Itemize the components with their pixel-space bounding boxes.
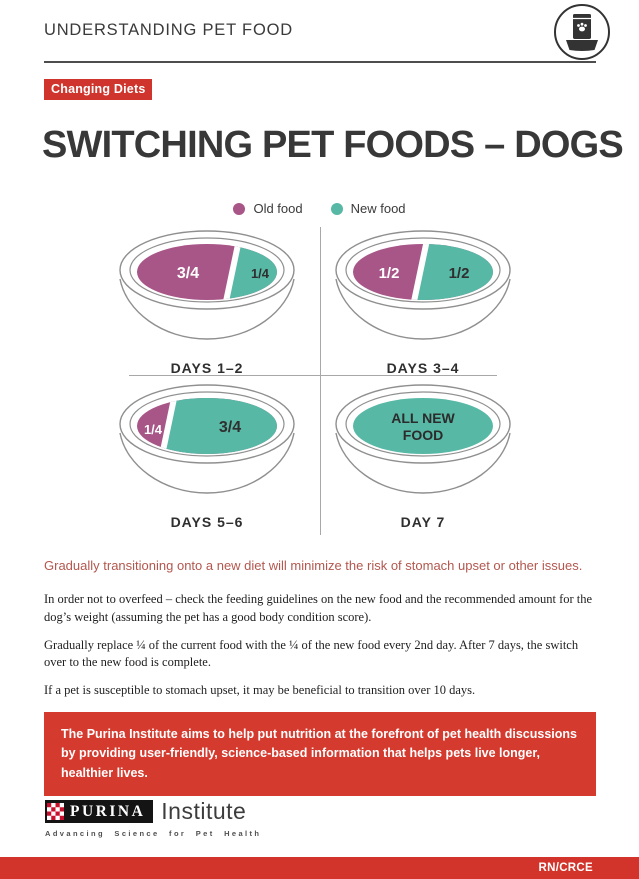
footer-bar: RN/CRCE: [0, 857, 639, 879]
bowl-caption: DAY 7: [400, 514, 446, 530]
logo-tagline: Advancing Science for Pet Health: [45, 829, 262, 838]
highlight-sentence: Gradually transitioning onto a new diet …: [44, 558, 583, 573]
bowl-day-7: ALL NEW FOOD DAY 7: [328, 381, 518, 530]
bowl-illustration: ALL NEW FOOD: [335, 384, 511, 494]
bowl-caption: DAYS 3–4: [386, 360, 460, 376]
old-food-swatch: [233, 202, 246, 215]
bowl-days-3-4: 1/2 1/2 DAYS 3–4: [328, 227, 518, 376]
document-header-title: UNDERSTANDING PET FOOD: [44, 21, 293, 39]
portion-label-old: 3/4: [177, 265, 199, 282]
purina-checkerboard-icon: [47, 803, 64, 820]
portion-label-new: 3/4: [219, 419, 241, 436]
portion-label-old: 1/2: [379, 265, 400, 282]
pet-food-bag-and-bowl-icon: [552, 2, 612, 62]
bowl-days-5-6: 1/4 3/4 DAYS 5–6: [112, 381, 302, 530]
paragraph-overfeed: In order not to overfeed – check the fee…: [44, 592, 593, 624]
bowl-caption: DAYS 1–2: [170, 360, 244, 376]
purina-institute-callout: The Purina Institute aims to help put nu…: [44, 712, 596, 797]
purina-brand-text: PURINA: [70, 802, 146, 820]
portion-label-new-line2: FOOD: [403, 427, 443, 443]
bowl-caption: DAYS 5–6: [170, 514, 244, 530]
bowl-diagram-grid: 3/4 1/4 DAYS 1–2 1/2 1/2 DAYS 3–4: [0, 225, 639, 537]
institute-text: Institute: [161, 798, 247, 824]
portion-label-new: 1/2: [449, 265, 470, 282]
section-badge: Changing Diets: [44, 79, 153, 100]
legend-item-new-food: New food: [330, 201, 406, 216]
legend: Old food New food: [0, 201, 639, 216]
portion-label-new: 1/4: [251, 266, 270, 281]
purina-institute-logo: PURINA Institute Advancing Science for P…: [45, 798, 261, 838]
paragraph-stomach-upset: If a pet is susceptible to stomach upset…: [44, 683, 476, 697]
paragraph-replace-quarter: Gradually replace ¼ of the current food …: [44, 637, 579, 670]
grid-horizontal-divider: [129, 375, 497, 376]
purina-wordmark-box: PURINA: [45, 800, 154, 823]
page-title: SWITCHING PET FOODS – DOGS: [42, 124, 624, 166]
legend-item-old-food: Old food: [233, 201, 303, 216]
bowl-illustration: 3/4 1/4: [119, 230, 295, 340]
bowl-illustration: 1/2 1/2: [335, 230, 511, 340]
legend-label-new: New food: [350, 201, 406, 216]
bowl-illustration: 1/4 3/4: [119, 384, 295, 494]
new-food-swatch: [330, 202, 343, 215]
grid-vertical-divider: [320, 227, 321, 535]
portion-label-old: 1/4: [144, 422, 163, 437]
bowl-days-1-2: 3/4 1/4 DAYS 1–2: [112, 227, 302, 376]
footer-code: RN/CRCE: [538, 862, 593, 874]
header-divider: [44, 61, 596, 63]
body-text: In order not to overfeed – check the fee…: [44, 591, 596, 710]
portion-label-new-line1: ALL NEW: [391, 410, 455, 426]
legend-label-old: Old food: [253, 201, 303, 216]
